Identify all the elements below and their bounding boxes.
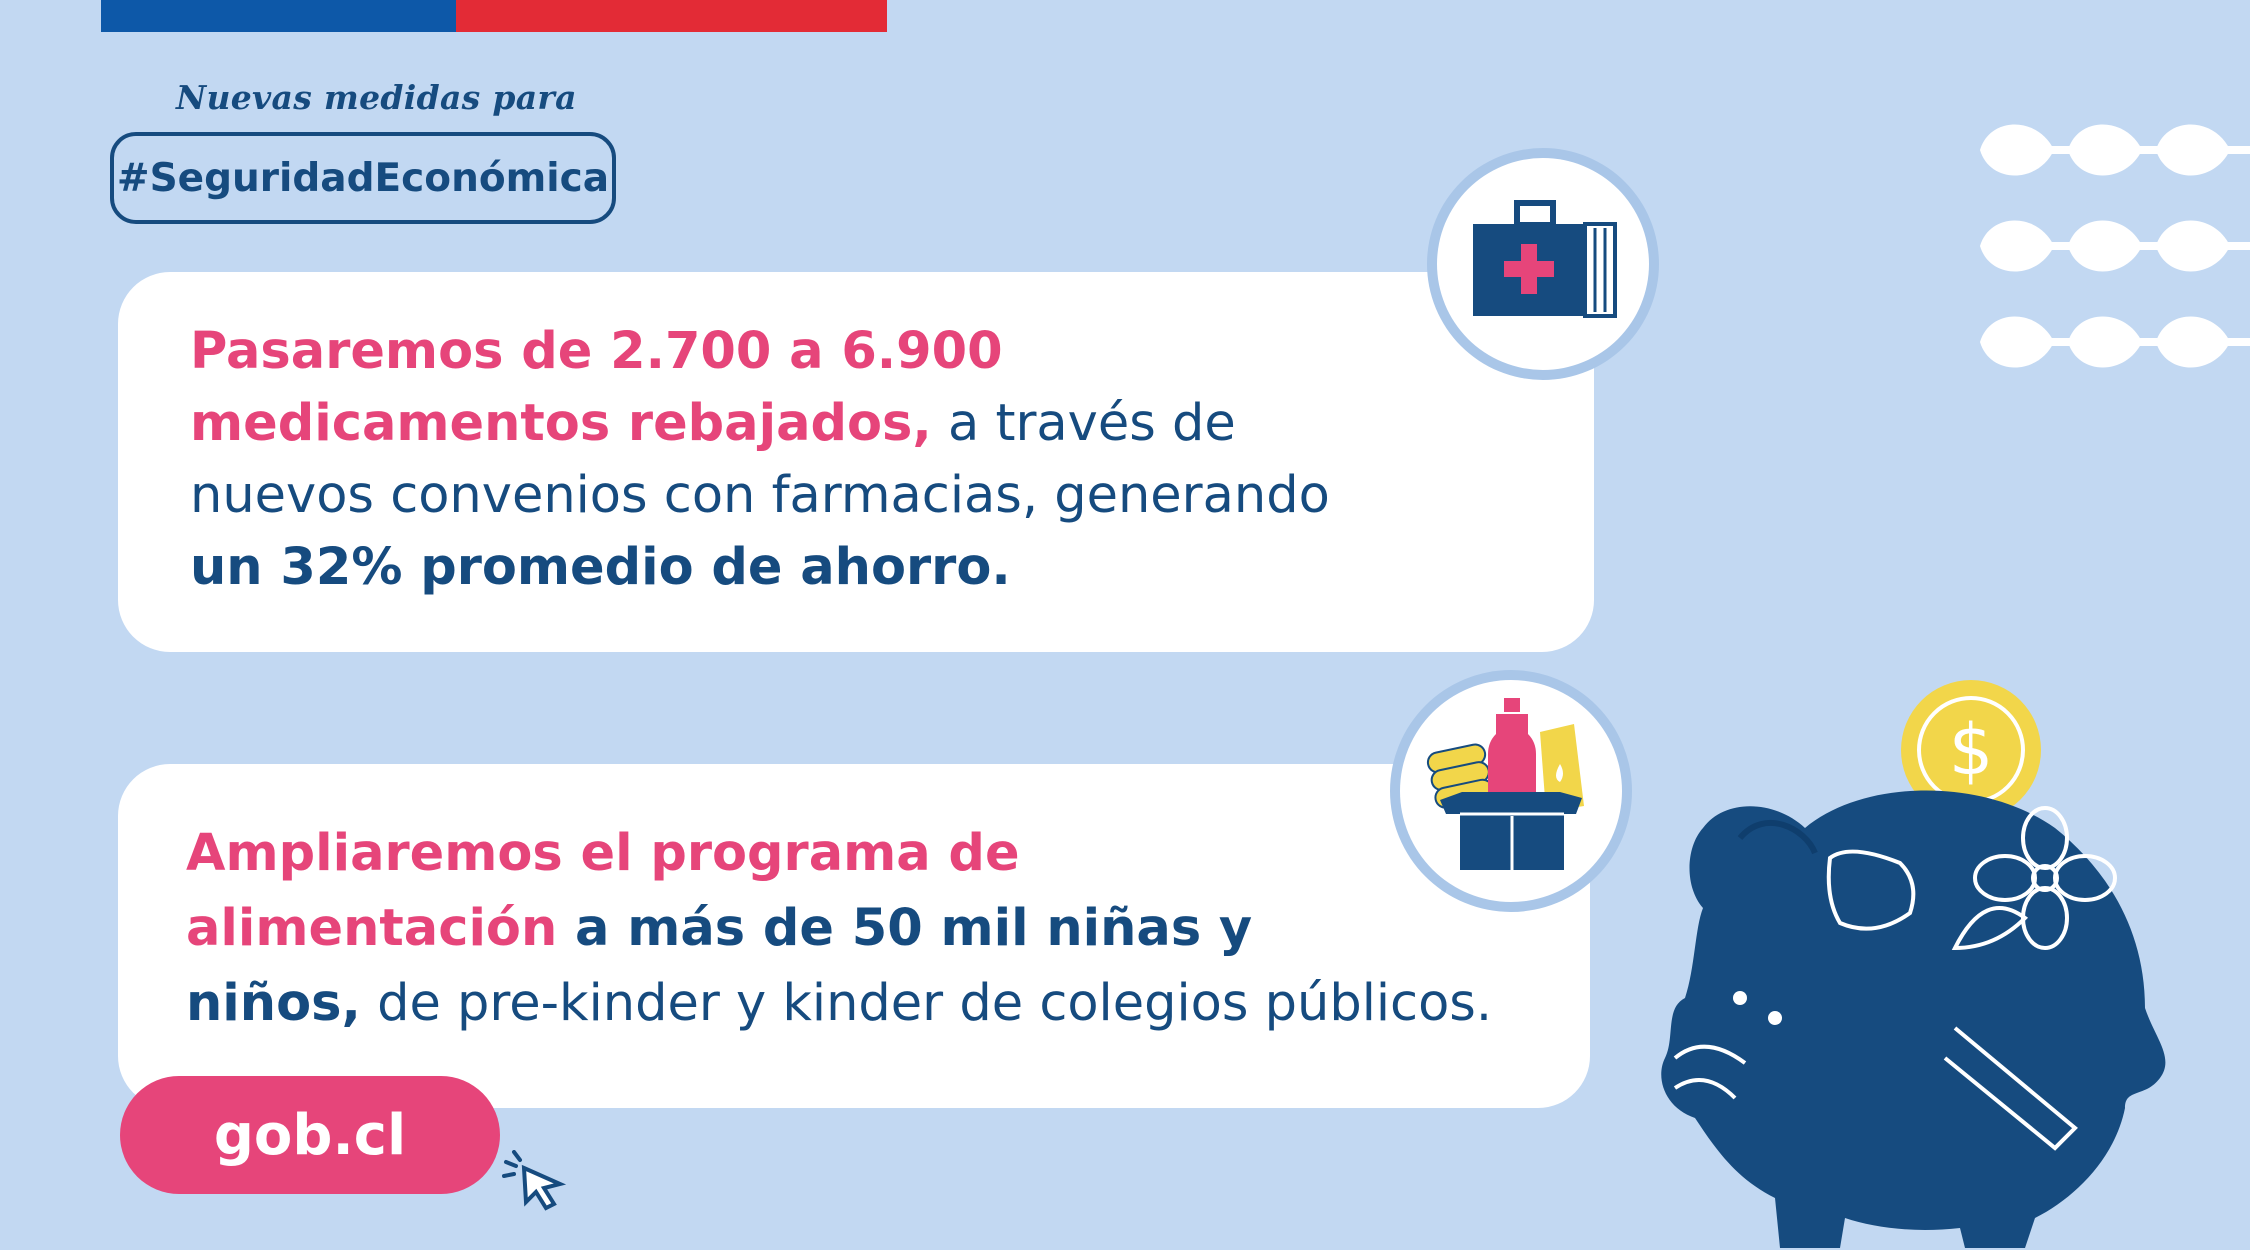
card-text-segment: Ampliaremos el programa de — [186, 824, 1020, 883]
food-box-icon — [1426, 698, 1584, 870]
cursor-click-icon — [502, 1150, 567, 1211]
card-text-segment: a más de 50 mil niñas y — [557, 899, 1253, 958]
hashtag-badge[interactable]: #SeguridadEconómica — [110, 132, 616, 224]
card-text-segment: de pre-kinder y kinder de colegios públi… — [360, 974, 1493, 1033]
medicine-card: Pasaremos de 2.700 a 6.900 medicamentos r… — [118, 272, 1594, 652]
card-text-segment: nuevos convenios con farmacias, generand… — [190, 466, 1330, 525]
card-text-segment: alimentación — [186, 899, 558, 958]
kicker-text: Nuevas medidas para — [176, 78, 577, 117]
flag-stripe-blue — [101, 0, 456, 32]
piggy-bank-icon: $ — [1661, 680, 2166, 1248]
coin-dollar-sign: $ — [1949, 709, 1994, 791]
card-text-segment: niños, — [186, 974, 361, 1033]
card-text-segment: medicamentos rebajados, — [190, 394, 932, 453]
medical-kit-badge — [1437, 158, 1649, 370]
card-text-segment: Pasaremos de 2.700 a 6.900 — [190, 322, 1003, 381]
medical-kit-icon — [1473, 200, 1617, 318]
medicine-card-text: Pasaremos de 2.700 a 6.900 medicamentos r… — [190, 316, 1330, 604]
food-card-text: Ampliaremos el programa de alimentación a… — [186, 816, 1492, 1041]
gob-cl-button[interactable]: gob.cl — [120, 1076, 500, 1194]
food-card: Ampliaremos el programa de alimentación a… — [118, 764, 1590, 1108]
card-text-segment: a través de — [931, 394, 1236, 453]
card-text-segment: un 32% promedio de ahorro. — [190, 538, 1011, 597]
flag-stripe-red — [456, 0, 887, 32]
dot-pattern-icon — [1980, 124, 2250, 368]
food-box-badge — [1400, 680, 1622, 902]
